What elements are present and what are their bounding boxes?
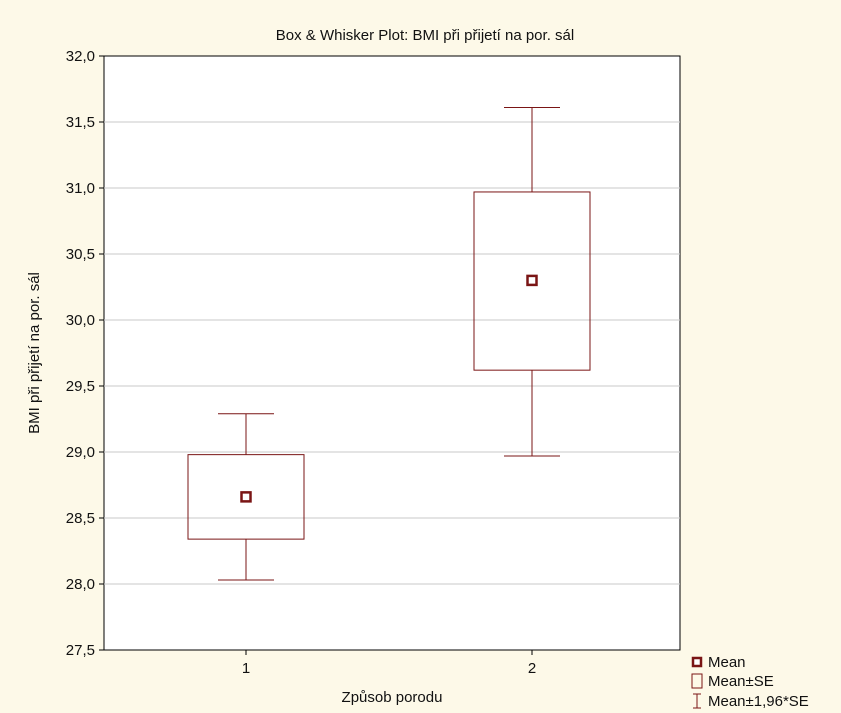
y-tick-label: 32,0 [66,48,95,65]
x-axis-title: Způsob porodu [342,689,443,706]
mean-marker [240,491,252,503]
se-box [187,454,305,540]
y-tick-label: 31,0 [66,180,95,197]
y-tick-label: 27,5 [66,642,95,659]
x-tick-label: 2 [528,660,536,677]
legend-label: Mean±SE [708,673,774,690]
legend-label: Mean [708,654,746,671]
box-group-2 [473,106,591,457]
y-axis: 27,5 28,0 28,5 29,0 29,5 30,0 30,5 31,0 31,5 32,0 [66,48,104,659]
box-group-1 [187,413,305,581]
se-box [473,191,591,371]
plot-area [103,55,681,651]
legend-item-whisker: Mean±1,96*SE [693,693,809,710]
y-tick-label: 28,5 [66,510,95,527]
legend-mean-icon [691,656,703,668]
y-axis-title: BMI při přijetí na por. sál [26,272,43,434]
y-tick-label: 30,0 [66,312,95,329]
grid-lines [104,121,680,585]
legend: Mean Mean±SE Mean±1,96*SE [691,654,809,710]
legend-item-mean-marker: Mean [691,654,746,671]
legend-box-icon [691,673,703,689]
box-series [187,106,591,581]
y-tick-label: 29,0 [66,444,95,461]
mean-marker [526,274,538,287]
chart-title: Box & Whisker Plot: BMI při přijetí na p… [276,27,574,44]
y-tick-label: 31,5 [66,114,95,131]
legend-label: Mean±1,96*SE [708,693,809,710]
y-tick-label: 28,0 [66,576,95,593]
x-tick-label: 1 [242,660,250,677]
legend-item-box: Mean±SE [691,673,774,690]
y-tick-label: 30,5 [66,246,95,263]
y-tick-label: 29,5 [66,378,95,395]
